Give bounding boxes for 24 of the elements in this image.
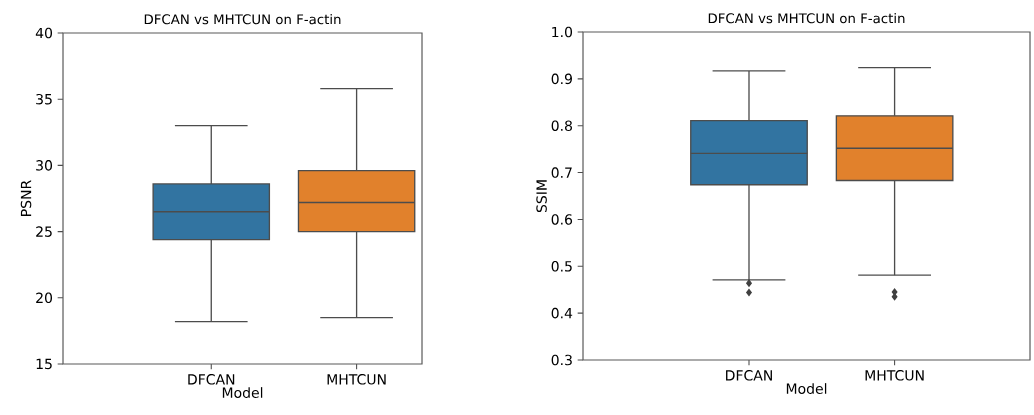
y-tick-label: 1.0 [552,26,573,38]
y-axis-title: PSNR [20,180,32,216]
y-tick-label: 40 [35,27,53,39]
y-axis-title: SSIM [536,180,547,213]
y-tick-label: 20 [36,292,53,304]
y-tick-label: 0.5 [551,260,572,272]
y-tick-label: 0.8 [551,120,572,131]
x-tick-label: MHTCUN [865,370,924,381]
chart-title: DFCAN vs MHTCUN on F-actin [144,13,341,25]
y-tick-label: 25 [36,226,52,237]
y-tick-label: 0.7 [551,167,572,178]
x-tick-label: DFCAN [726,370,772,381]
y-tick-label: 15 [36,358,52,370]
y-tick-label: 0.4 [551,307,573,319]
x-axis-title: Model [222,387,263,398]
y-tick-label: 0.6 [551,214,573,225]
x-axis-title: Model [786,383,827,394]
x-tick-label: MHTCUN [327,374,386,385]
chart-title: DFCAN vs MHTCUN on F-actin [708,12,905,24]
x-tick-label: DFCAN [188,374,235,385]
y-tick-label: 0.9 [551,73,572,85]
y-tick-label: 35 [36,93,52,105]
y-tick-label: 30 [36,160,53,171]
y-tick-label: 0.3 [551,354,572,366]
